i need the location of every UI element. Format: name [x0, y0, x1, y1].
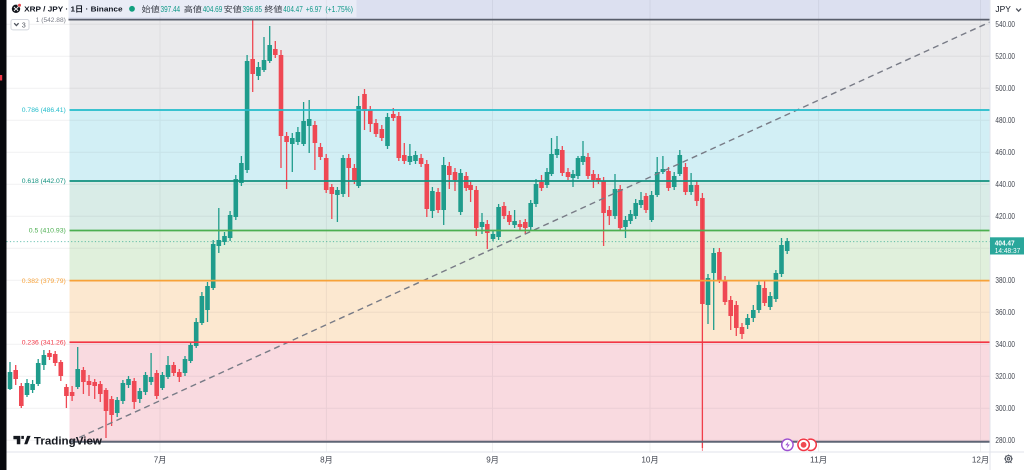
svg-text:397.44: 397.44: [161, 5, 181, 14]
svg-text:XRP / JPY · 1日 · Binance: XRP / JPY · 1日 · Binance: [24, 5, 122, 14]
svg-text:+6.97: +6.97: [306, 5, 322, 14]
svg-text:3: 3: [22, 21, 26, 30]
svg-text:0.618 (442.07): 0.618 (442.07): [22, 178, 66, 185]
svg-text:終値: 終値: [264, 4, 282, 14]
svg-text:280.00: 280.00: [995, 436, 1015, 445]
svg-text:JPY: JPY: [995, 4, 1011, 14]
svg-text:320.00: 320.00: [995, 372, 1015, 381]
svg-text:高値: 高値: [184, 4, 202, 14]
svg-text:12月: 12月: [972, 456, 989, 465]
svg-text:TradingView: TradingView: [34, 435, 102, 447]
svg-text:8月: 8月: [320, 456, 333, 465]
svg-text:360.00: 360.00: [995, 308, 1015, 317]
svg-text:1 (542.88): 1 (542.88): [36, 17, 66, 24]
svg-text:420.00: 420.00: [995, 212, 1015, 221]
svg-text:0.236 (341.26): 0.236 (341.26): [22, 339, 66, 346]
svg-text:始値: 始値: [142, 4, 160, 14]
svg-text:14:48:37: 14:48:37: [995, 248, 1020, 255]
svg-text:安値: 安値: [224, 4, 242, 14]
svg-text:0.786 (486.41): 0.786 (486.41): [22, 107, 66, 114]
svg-text:500.00: 500.00: [995, 84, 1015, 93]
svg-text:0.382 (379.79): 0.382 (379.79): [22, 278, 66, 285]
svg-text:10月: 10月: [641, 456, 658, 465]
svg-text:480.00: 480.00: [995, 116, 1015, 125]
svg-text:340.00: 340.00: [995, 340, 1015, 349]
svg-text:300.00: 300.00: [995, 404, 1015, 413]
svg-text:7月: 7月: [154, 456, 167, 465]
svg-text:460.00: 460.00: [995, 148, 1015, 157]
svg-text:520.00: 520.00: [995, 52, 1015, 61]
svg-text:9月: 9月: [486, 456, 499, 465]
svg-text:404.47: 404.47: [283, 5, 303, 14]
svg-text:404.69: 404.69: [203, 5, 223, 14]
svg-text:11月: 11月: [810, 456, 827, 465]
svg-text:(+1.75%): (+1.75%): [325, 5, 353, 14]
svg-text:0.5 (410.93): 0.5 (410.93): [29, 228, 66, 235]
svg-text:404.47: 404.47: [995, 238, 1015, 247]
svg-text:380.00: 380.00: [995, 276, 1015, 285]
svg-text:540.00: 540.00: [995, 20, 1015, 29]
svg-text:396.85: 396.85: [243, 5, 263, 14]
svg-text:440.00: 440.00: [995, 180, 1015, 189]
